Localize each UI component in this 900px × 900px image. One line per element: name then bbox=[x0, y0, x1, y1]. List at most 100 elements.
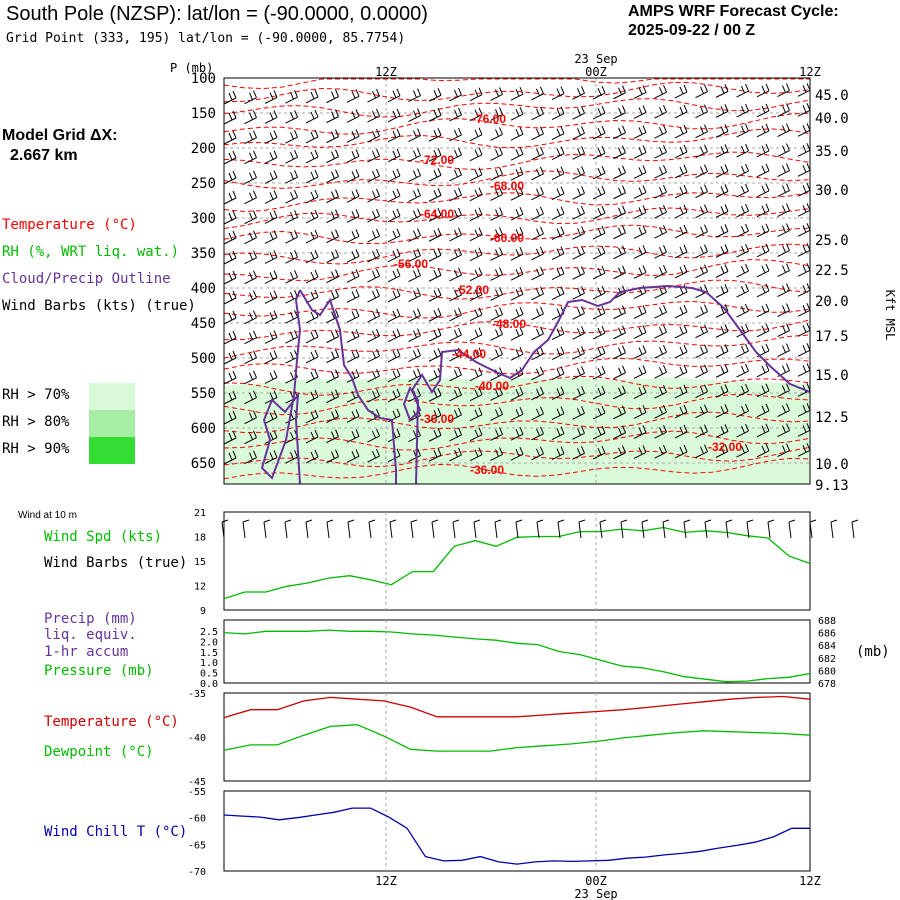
wind-barb bbox=[510, 386, 524, 401]
wind-barb bbox=[777, 343, 790, 357]
wind-barb bbox=[551, 126, 565, 141]
cross-section-axes: P (mb)100 150 200 250 300 350 400 450 500 550 600 6… bbox=[170, 52, 897, 494]
surface-wind-barb bbox=[704, 519, 712, 539]
top-time-label: 12Z bbox=[799, 65, 821, 79]
wind-barb bbox=[633, 445, 647, 459]
wind-barb bbox=[305, 129, 319, 144]
wind-barb bbox=[305, 349, 319, 364]
wind-barb bbox=[777, 123, 790, 137]
wind-barb bbox=[449, 187, 462, 202]
wind-barb bbox=[469, 127, 483, 142]
wind-barb bbox=[654, 85, 667, 99]
wind-barb bbox=[756, 303, 770, 318]
wind-barb bbox=[572, 206, 585, 220]
wind-barb bbox=[715, 144, 729, 158]
temperature-contour-label: -36.00 bbox=[420, 412, 454, 426]
surface-wind-barb bbox=[389, 519, 397, 539]
wind-barb bbox=[264, 170, 278, 184]
pressure-tick-label: 678 bbox=[818, 679, 836, 690]
wind-barb bbox=[551, 426, 565, 441]
wind-barb bbox=[449, 327, 462, 342]
wind-barb bbox=[756, 423, 770, 438]
wind-barb bbox=[387, 188, 401, 203]
pressure-tick-label: 300 bbox=[191, 211, 216, 227]
wind-barb bbox=[285, 309, 298, 324]
wind-barb bbox=[674, 264, 688, 279]
wind-barb bbox=[428, 88, 442, 102]
surface-wind-barb bbox=[599, 519, 607, 539]
wind-barb bbox=[305, 109, 319, 124]
wind-barb bbox=[613, 105, 626, 120]
wind-barb bbox=[387, 168, 401, 183]
wind-barb bbox=[531, 186, 544, 201]
wind-barb bbox=[736, 203, 749, 218]
wind-barb bbox=[223, 410, 237, 425]
wind-barb bbox=[592, 185, 606, 200]
wind-barb bbox=[572, 446, 585, 460]
pressure-unit-label: (mb) bbox=[856, 644, 890, 660]
wind-barb bbox=[469, 387, 483, 402]
wind-barb bbox=[715, 204, 729, 218]
wind-barb bbox=[387, 228, 401, 243]
wind-barb bbox=[490, 247, 503, 261]
wind-barb bbox=[305, 89, 319, 104]
wind-barb bbox=[592, 365, 606, 380]
temperature-contour bbox=[223, 411, 811, 434]
wind-barb bbox=[736, 143, 749, 158]
series-line bbox=[223, 526, 811, 600]
temperature-contour-labels: -76.00 -72.00 -68.00 -64.00 -60.00 -56.00 -52.… bbox=[394, 112, 742, 477]
wind-barb bbox=[490, 407, 503, 421]
wind-barb bbox=[367, 448, 380, 463]
temperature-contour bbox=[223, 191, 811, 212]
rh90-label: RH > 90% bbox=[2, 441, 70, 457]
wind-barb bbox=[777, 163, 790, 177]
temperature-contour bbox=[223, 279, 811, 300]
wind-barb bbox=[551, 246, 565, 261]
surface-wind-barb bbox=[809, 519, 817, 539]
wind-barb bbox=[264, 370, 278, 384]
wind-barb bbox=[264, 190, 278, 204]
wind-barb bbox=[715, 124, 729, 138]
wind-barb bbox=[367, 148, 380, 163]
height-tick-label: 35.0 bbox=[815, 144, 849, 160]
wind-barb bbox=[244, 210, 257, 225]
wind-barb bbox=[387, 308, 401, 323]
wind-barb bbox=[428, 128, 442, 142]
wind-barb bbox=[490, 187, 503, 201]
wind-barb bbox=[244, 110, 257, 125]
wind-barb bbox=[592, 345, 606, 360]
wind-barb bbox=[633, 365, 647, 379]
wind-barb bbox=[531, 306, 544, 321]
wind-barb bbox=[367, 188, 380, 203]
wind-barb bbox=[695, 424, 708, 439]
wind-barb bbox=[326, 409, 339, 424]
wind-barb bbox=[428, 228, 442, 242]
pressure-axis-title: P (mb) bbox=[170, 61, 213, 75]
rh80-swatch bbox=[89, 410, 135, 437]
wind-barb bbox=[449, 387, 462, 402]
wind-barb bbox=[531, 286, 544, 301]
wind-barb bbox=[756, 383, 770, 398]
legend-wind-barbs: Wind Barbs (kts) (true) bbox=[2, 298, 196, 314]
wind-barb bbox=[428, 208, 442, 222]
bottom-time-label: 00Z bbox=[585, 874, 607, 888]
wind-barb bbox=[387, 108, 401, 123]
wind-barb bbox=[715, 284, 729, 298]
temperature-contour-label: -40.00 bbox=[475, 379, 509, 393]
wind-barb bbox=[244, 150, 257, 165]
temperature-contour-label: -56.00 bbox=[394, 257, 428, 271]
surface-wind-barb bbox=[368, 519, 376, 539]
forecast-cycle-title: AMPS WRF Forecast Cycle: bbox=[628, 3, 839, 20]
wind-barb bbox=[756, 83, 770, 98]
wind-barb bbox=[674, 244, 688, 259]
temperature-contour-label: -32.00 bbox=[708, 440, 742, 454]
wind-barb bbox=[223, 390, 237, 405]
wind-barb bbox=[264, 310, 278, 324]
wind-barb bbox=[777, 183, 790, 197]
surface-wind-barb bbox=[284, 519, 292, 539]
cloud-outline bbox=[260, 284, 811, 485]
wind-barb bbox=[633, 85, 647, 99]
wind-barb bbox=[551, 326, 565, 341]
temperature-contour-label: -36.00 bbox=[470, 463, 504, 477]
wind-barb bbox=[633, 405, 647, 419]
